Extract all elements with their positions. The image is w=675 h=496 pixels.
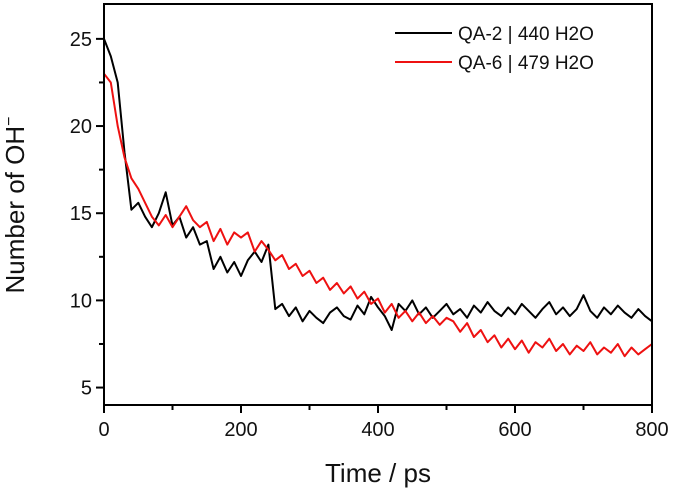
- legend-label-qa2: QA-2 | 440 H2O: [458, 24, 594, 45]
- y-tick-label: 20: [70, 116, 92, 138]
- x-axis-title: Time / ps: [325, 458, 431, 488]
- legend: QA-2 | 440 H2O QA-6 | 479 H2O: [395, 24, 594, 74]
- y-tick-label: 25: [70, 29, 92, 51]
- y-axis-title-superscript: −: [1, 117, 18, 126]
- y-tick-label: 5: [81, 378, 92, 400]
- y-axis-title: Number of OH−: [0, 117, 30, 294]
- y-tick-label: 10: [70, 290, 92, 312]
- ticks-layer: 0 200 400 600 800 5 10 15 20 25: [70, 29, 669, 441]
- x-tick-label: 200: [224, 419, 257, 441]
- y-tick-label: 15: [70, 203, 92, 225]
- x-tick-label: 400: [361, 419, 394, 441]
- series-layer: [103, 38, 653, 358]
- y-axis-title-main: Number of OH: [0, 126, 30, 294]
- legend-label-qa6: QA-6 | 479 H2O: [458, 53, 594, 74]
- x-tick-label: 600: [498, 419, 531, 441]
- series-line-0: [103, 38, 653, 331]
- x-tick-label: 0: [98, 419, 109, 441]
- series-line-1: [103, 73, 653, 358]
- x-tick-label: 800: [635, 419, 668, 441]
